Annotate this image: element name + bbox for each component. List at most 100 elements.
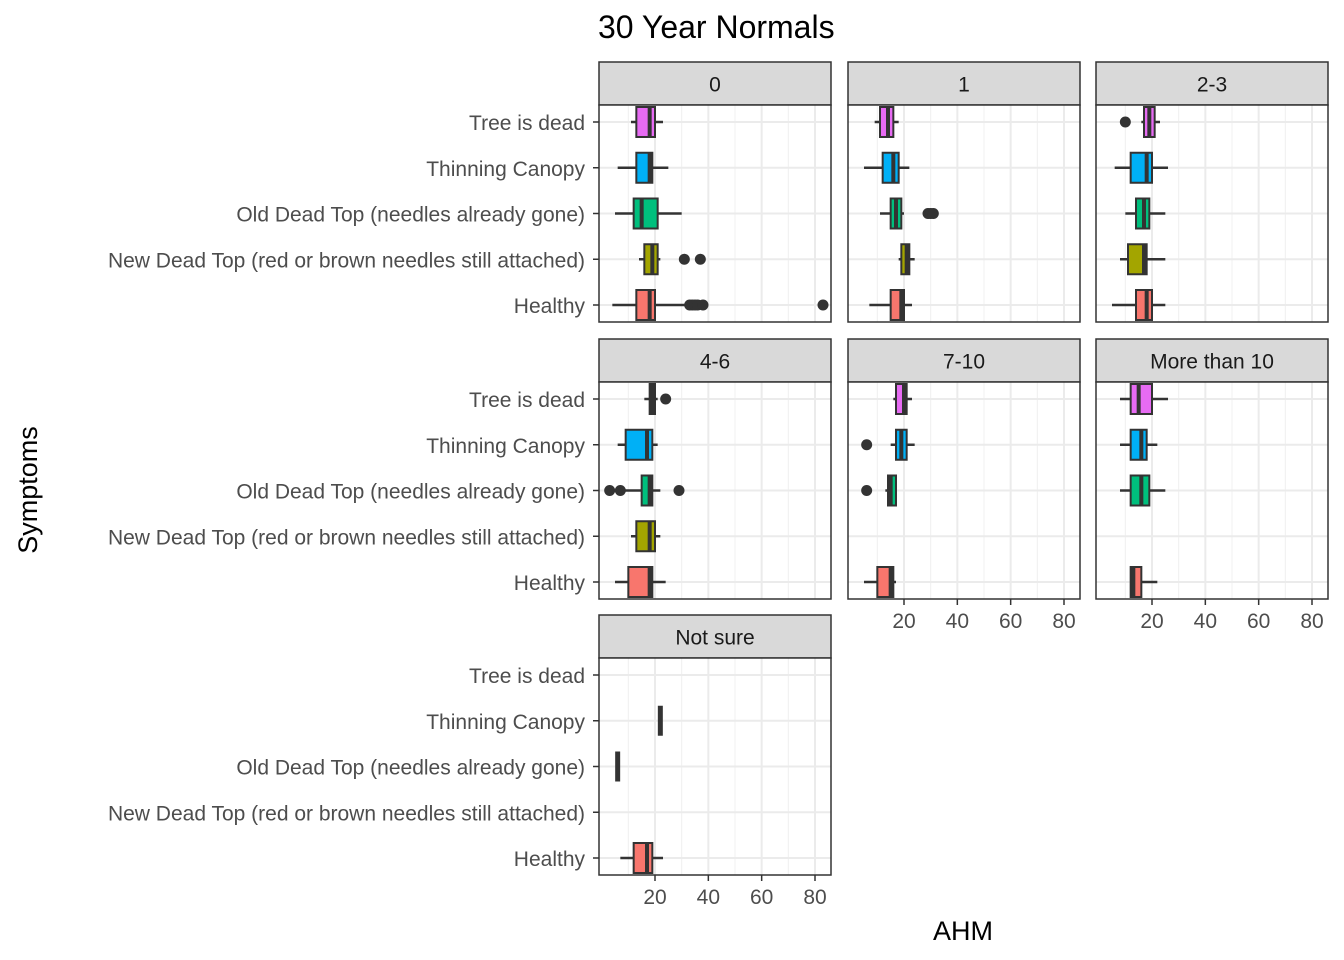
outlier-point bbox=[694, 253, 706, 265]
plot-root: 0 Tree is dead Thinning Canopy Old Dead Top… bbox=[108, 61, 1329, 909]
box-tree-is-dead bbox=[893, 383, 912, 415]
facet-panel-more-than-10: More than 10 20 40 60 80 bbox=[1095, 338, 1329, 633]
facet-panel-0: 0 Tree is dead Thinning Canopy Old Dead Top… bbox=[108, 61, 832, 323]
y-tick-label: Tree is dead bbox=[469, 389, 585, 412]
box-old-dead-top-needles-already-gone bbox=[861, 474, 897, 507]
box-iqr bbox=[632, 842, 654, 874]
box-old-dead-top-needles-already-gone bbox=[1125, 197, 1166, 230]
outlier-point bbox=[817, 299, 829, 311]
facet-strip-2-3 bbox=[1095, 61, 1329, 106]
y-tick-label: Thinning Canopy bbox=[426, 711, 585, 734]
y-tick-label: Healthy bbox=[514, 295, 586, 318]
box-healthy bbox=[869, 289, 912, 321]
box-new-dead-top-red-or-brown-needles-still-attached bbox=[631, 520, 661, 553]
x-tick-label: 80 bbox=[1300, 610, 1323, 633]
panel-border bbox=[847, 381, 1081, 600]
box-iqr bbox=[635, 289, 656, 321]
outlier-point bbox=[697, 299, 709, 311]
x-tick-label: 20 bbox=[643, 886, 666, 909]
outlier-point bbox=[861, 485, 873, 496]
box-old-dead-top-needles-already-gone bbox=[615, 197, 682, 230]
outlier-point bbox=[660, 393, 672, 405]
box-new-dead-top-red-or-brown-needles-still-attached bbox=[1120, 243, 1166, 276]
box-tree-is-dead bbox=[1120, 383, 1168, 415]
facet-strip-label: 0 bbox=[709, 74, 721, 97]
box-healthy bbox=[864, 566, 896, 598]
x-tick-label: 60 bbox=[1247, 610, 1270, 633]
y-tick-label: Tree is dead bbox=[469, 665, 585, 688]
box-tree-is-dead bbox=[874, 106, 899, 138]
box-iqr bbox=[632, 197, 659, 230]
box-iqr bbox=[640, 474, 654, 507]
y-tick-label: New Dead Top (red or brown needles still… bbox=[108, 802, 585, 825]
box-new-dead-top-red-or-brown-needles-still-attached bbox=[639, 243, 706, 276]
y-tick-label: Thinning Canopy bbox=[426, 435, 585, 458]
outlier-point bbox=[614, 485, 626, 496]
box-thinning-canopy bbox=[861, 428, 915, 461]
box-new-dead-top-red-or-brown-needles-still-attached bbox=[898, 243, 915, 276]
box-healthy bbox=[615, 566, 666, 598]
x-tick-label: 20 bbox=[1140, 610, 1163, 633]
facet-strip-not-sure bbox=[598, 614, 832, 659]
box-thinning-canopy bbox=[1120, 428, 1158, 461]
y-tick-label: New Dead Top (red or brown needles still… bbox=[108, 526, 585, 549]
panel-border bbox=[847, 104, 1081, 323]
chart-title: 30 Year Normals bbox=[598, 9, 835, 45]
x-tick-label: 40 bbox=[1194, 610, 1217, 633]
y-tick-label: Tree is dead bbox=[469, 112, 585, 135]
facet-panel-2-3: 2-3 bbox=[1095, 61, 1329, 323]
panel-border bbox=[1095, 381, 1329, 600]
facet-strip-label: 7-10 bbox=[943, 351, 985, 374]
outlier-point bbox=[861, 439, 873, 451]
y-tick-label: Old Dead Top (needles already gone) bbox=[236, 481, 585, 504]
facet-strip-1 bbox=[847, 61, 1081, 106]
y-tick-label: Healthy bbox=[514, 848, 586, 871]
box-iqr bbox=[881, 151, 900, 184]
x-axis-label: AHM bbox=[933, 916, 993, 946]
facet-panel-1: 1 bbox=[847, 61, 1081, 323]
box-iqr bbox=[895, 383, 908, 415]
box-healthy bbox=[612, 289, 829, 321]
box-tree-is-dead bbox=[631, 106, 663, 138]
facet-strip-0 bbox=[598, 61, 832, 106]
facet-strip-label: 2-3 bbox=[1197, 74, 1227, 97]
x-tick-label: 20 bbox=[892, 610, 915, 633]
x-tick-label: 40 bbox=[697, 886, 720, 909]
x-tick-label: 60 bbox=[999, 610, 1022, 633]
facet-strip-7-10 bbox=[847, 338, 1081, 383]
facet-panel-not-sure: Not sure Tree is dead Thinning Canopy Old D… bbox=[108, 614, 832, 909]
box-iqr bbox=[1129, 151, 1153, 184]
box-old-dead-top-needles-already-gone bbox=[1120, 474, 1166, 507]
box-iqr bbox=[635, 520, 656, 553]
box-tree-is-dead bbox=[644, 383, 672, 415]
box-iqr bbox=[1129, 566, 1143, 598]
facet-strip-label: 4-6 bbox=[700, 351, 730, 374]
box-tree-is-dead bbox=[1119, 106, 1160, 138]
y-tick-label: New Dead Top (red or brown needles still… bbox=[108, 249, 585, 272]
outlier-point bbox=[604, 485, 616, 496]
box-iqr bbox=[635, 106, 656, 138]
box-healthy bbox=[1112, 289, 1166, 321]
facet-strip-4-6 bbox=[598, 338, 832, 383]
box-old-dead-top-needles-already-gone bbox=[604, 474, 685, 507]
outlier-point bbox=[927, 208, 939, 219]
x-tick-label: 80 bbox=[1052, 610, 1075, 633]
panel-border bbox=[1095, 104, 1329, 323]
facet-panel-4-6: 4-6 Tree is dead Thinning Canopy Old Dead T… bbox=[108, 338, 832, 600]
box-thinning-canopy bbox=[864, 151, 910, 184]
box-iqr bbox=[1135, 289, 1153, 321]
y-axis-label: Symptoms bbox=[13, 426, 43, 554]
x-tick-label: 60 bbox=[750, 886, 773, 909]
y-tick-label: Healthy bbox=[514, 572, 586, 595]
box-thinning-canopy bbox=[1114, 151, 1168, 184]
box-iqr bbox=[1129, 428, 1148, 461]
outlier-point bbox=[1119, 116, 1131, 128]
box-thinning-canopy bbox=[617, 151, 669, 184]
outlier-point bbox=[678, 253, 690, 265]
box-healthy bbox=[620, 842, 663, 874]
box-iqr bbox=[1129, 383, 1153, 415]
y-tick-label: Old Dead Top (needles already gone) bbox=[236, 757, 585, 780]
facet-strip-label: 1 bbox=[958, 74, 970, 97]
outlier-point bbox=[673, 485, 685, 496]
